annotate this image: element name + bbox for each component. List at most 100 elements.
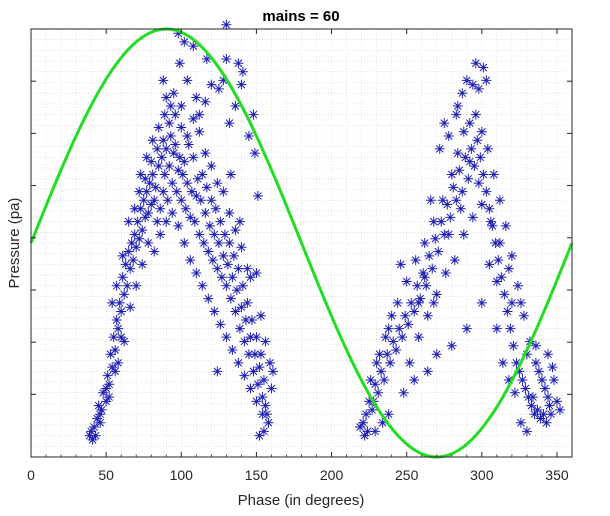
scatter-point	[194, 126, 205, 137]
scatter-point	[249, 148, 260, 159]
scatter-point	[530, 357, 541, 368]
scatter-point	[107, 297, 118, 308]
scatter-point	[502, 306, 513, 317]
scatter-point	[176, 101, 187, 112]
scatter-point	[249, 349, 260, 360]
scatter-point	[141, 186, 152, 197]
scatter-point	[188, 113, 199, 124]
scatter-point	[496, 272, 507, 283]
scatter-point	[470, 109, 481, 120]
scatter-point	[542, 392, 553, 403]
scatter-point	[143, 238, 154, 248]
scatter-point	[156, 152, 167, 163]
scatter-point	[213, 238, 224, 248]
scatter-point	[179, 156, 190, 167]
scatter-point	[194, 109, 205, 120]
scatter-point	[440, 267, 451, 278]
scatter-point	[117, 250, 128, 261]
scatter-point	[413, 297, 424, 308]
scatter-point	[466, 143, 477, 154]
scatter-point	[380, 332, 391, 343]
scatter-point	[95, 409, 106, 420]
scatter-point	[428, 297, 439, 308]
scatter-point	[134, 233, 145, 244]
scatter-point	[149, 195, 160, 206]
scatter-point	[541, 417, 552, 428]
scatter-point	[219, 229, 230, 240]
scatter-point	[165, 101, 176, 112]
scatter-point	[242, 297, 253, 308]
scatter-point	[251, 396, 262, 407]
scatter-point	[222, 259, 233, 270]
scatter-point	[395, 259, 406, 270]
scatter-point	[252, 379, 263, 390]
scatter-point	[218, 250, 229, 261]
scatter-point	[428, 216, 439, 227]
scatter-point	[233, 263, 244, 274]
scatter-point	[521, 349, 532, 360]
scatter-point	[167, 208, 178, 219]
scatter-point	[452, 101, 463, 112]
scatter-point	[213, 83, 224, 94]
scatter-point	[186, 186, 197, 197]
scatter-point	[237, 66, 248, 77]
scatter-point	[86, 426, 97, 437]
scatter-point	[227, 345, 238, 355]
scatter-point	[518, 310, 529, 321]
scatter-point	[246, 315, 257, 326]
scatter-point	[111, 280, 122, 291]
scatter-point	[179, 238, 190, 248]
scatter-point	[469, 160, 480, 171]
scatter-point	[530, 340, 541, 351]
scatter-point	[359, 430, 370, 441]
scatter-point	[551, 396, 562, 407]
scatter-point	[173, 165, 184, 176]
scatter-point	[231, 285, 242, 296]
scatter-point	[126, 238, 137, 248]
scatter-point	[264, 357, 275, 368]
scatter-point	[104, 379, 115, 390]
scatter-point	[431, 349, 442, 360]
scatter-point	[385, 357, 396, 368]
scatter-point	[138, 195, 149, 206]
scatter-point	[383, 323, 394, 334]
scatter-point	[92, 413, 103, 424]
scatter-point	[201, 53, 212, 64]
scatter-point	[245, 383, 256, 394]
scatter-point	[233, 58, 244, 69]
scatter-point	[152, 216, 163, 227]
scatter-point	[200, 148, 211, 159]
scatter-point	[171, 186, 182, 197]
sine-line	[29, 27, 574, 459]
scatter-point	[225, 169, 236, 180]
scatter-point	[503, 263, 514, 274]
scatter-point	[263, 417, 274, 428]
scatter-point	[119, 336, 130, 347]
scatter-point	[168, 88, 179, 99]
x-axis-label: Phase (in degrees)	[238, 492, 365, 509]
scatter-point	[144, 178, 155, 189]
scatter-point	[458, 229, 469, 240]
scatter-point	[491, 276, 502, 287]
scatter-point	[484, 259, 495, 270]
scatter-point	[234, 216, 245, 227]
scatter-point	[218, 186, 229, 197]
scatter-point	[539, 383, 550, 394]
scatter-point	[544, 400, 555, 411]
scatter-point	[493, 255, 504, 266]
scatter-point	[185, 212, 196, 223]
scatter-point	[200, 96, 211, 107]
scatter-point	[215, 319, 226, 330]
scatter-point	[443, 229, 454, 240]
scatter-point	[237, 280, 248, 291]
scatter-point	[397, 332, 408, 343]
scatter-point	[137, 259, 148, 270]
scatter-point	[149, 246, 160, 257]
scatter-point	[451, 109, 462, 120]
scatter-point	[461, 323, 472, 334]
scatter-point	[373, 387, 384, 398]
scatter-point	[421, 280, 432, 291]
scatter-point	[499, 289, 510, 300]
scatter-point	[230, 225, 241, 236]
scatter-point	[371, 357, 382, 368]
